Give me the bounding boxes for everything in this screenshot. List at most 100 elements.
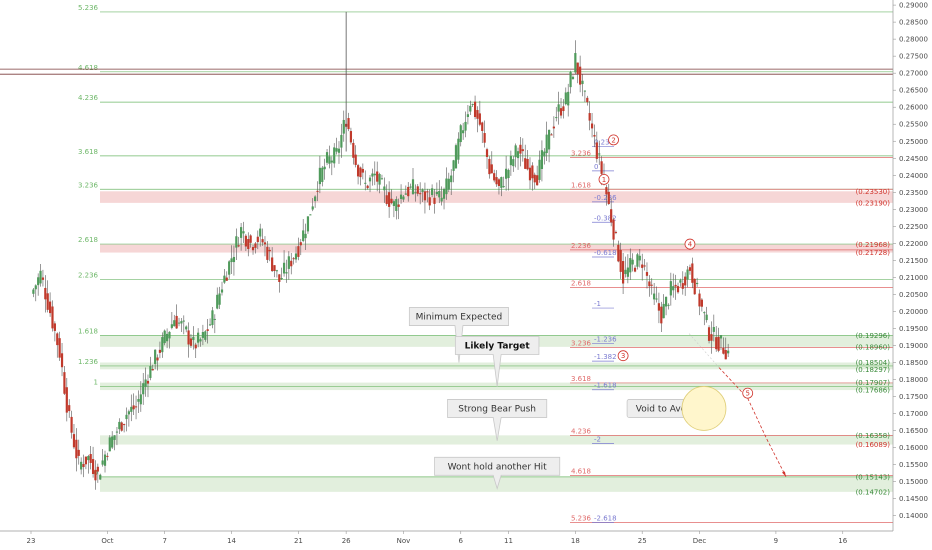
candle-body [151, 369, 154, 371]
candle-body [225, 277, 228, 281]
candle-body [719, 335, 723, 339]
candle-body [416, 186, 419, 194]
candle-body [115, 431, 119, 433]
candle-body [679, 280, 682, 283]
candle-body [180, 321, 183, 324]
candle-body [715, 337, 718, 350]
candle-body [46, 293, 49, 310]
candle-body [698, 293, 701, 307]
candle-body [139, 394, 142, 405]
y-tick-label: 0.28000 [899, 36, 928, 44]
fib-level-label-red: 3.236 [571, 150, 592, 158]
candle-body [473, 101, 477, 117]
fib-level-label: 5.236 [78, 4, 99, 12]
candle-body [278, 274, 281, 282]
candle-body [705, 314, 708, 321]
candle-body [688, 267, 692, 271]
candle-body [426, 191, 429, 193]
candle-body [686, 269, 689, 280]
candle-body [242, 231, 245, 234]
candle-body [156, 357, 159, 361]
candle-body [653, 293, 656, 300]
candle-body [302, 230, 305, 242]
candle-body [462, 130, 465, 134]
x-tick-label: 26 [342, 537, 351, 545]
price-tag: (0.15143) [856, 473, 891, 481]
candle-body [624, 269, 627, 275]
candle-body [249, 235, 252, 243]
wave-marker [742, 387, 754, 399]
candle-body [349, 131, 353, 143]
candle-body [626, 267, 629, 277]
fib-level-label-blue: -2.618 [594, 514, 617, 522]
candle-body [452, 160, 455, 171]
fib-level-label-red: 4.236 [571, 427, 592, 435]
candle-body [218, 293, 221, 305]
candle-body [664, 296, 668, 307]
y-tick-label: 0.27000 [899, 70, 928, 78]
void-note: Void to Avoid [626, 386, 727, 431]
candle-body [385, 195, 388, 204]
y-tick-label: 0.20500 [899, 291, 928, 299]
candle-body [354, 154, 357, 165]
candle-body [454, 145, 458, 169]
candle-body [259, 228, 262, 237]
candle-body [657, 303, 661, 311]
candle-body [512, 159, 515, 167]
candle-body [123, 424, 126, 426]
fib-level-label-blue: -1.382 [594, 353, 617, 361]
candle-body [316, 190, 319, 192]
x-tick-label: 7 [162, 537, 166, 545]
candle-body [612, 219, 615, 240]
candle-body [402, 196, 405, 200]
candle-body [502, 186, 505, 188]
x-tick-label: 9 [774, 537, 778, 545]
wave-marker [617, 350, 629, 362]
candle-body [311, 206, 314, 210]
fib-level-label-blue: -0.618 [594, 249, 617, 257]
candle-body [273, 265, 276, 271]
candle-body [41, 277, 45, 280]
candle-body [638, 255, 641, 261]
candle-body [275, 270, 279, 272]
candle-body [228, 261, 231, 275]
candle-body [490, 164, 493, 174]
fib-level-label-red: 2.236 [571, 242, 592, 250]
candle-body [194, 344, 197, 349]
candle-body [724, 350, 727, 360]
candle-body [674, 284, 677, 287]
candle-body [49, 301, 52, 314]
y-tick-label: 0.21500 [899, 257, 928, 265]
price-tag: (0.21968) [856, 241, 891, 249]
candle-body [667, 304, 670, 306]
candle-body [419, 193, 422, 195]
fib-level-label-blue: -0.382 [594, 214, 617, 222]
fib-level-label-blue: -1.618 [594, 382, 617, 390]
y-tick-label: 0.29000 [899, 2, 928, 10]
candle-body [373, 173, 376, 176]
candle-body [56, 333, 59, 346]
candle-body [710, 334, 713, 341]
candle-body [158, 349, 162, 353]
candle-body [588, 113, 591, 121]
candle-body [371, 173, 374, 177]
fib-level-label-blue: 0.236 [594, 139, 615, 147]
callout-text: Strong Bear Push [458, 404, 536, 414]
candle-body [211, 310, 214, 325]
y-tick-label: 0.16500 [899, 427, 928, 435]
candle-body [137, 399, 140, 402]
candle-body [576, 62, 579, 74]
price-tag: (0.16358) [856, 432, 891, 440]
candle-body [101, 460, 104, 465]
candle-body [208, 324, 212, 326]
candle-body [414, 192, 417, 194]
fib-level-label-red: 1.618 [571, 181, 591, 189]
candle-body [488, 158, 491, 175]
candle-body [450, 175, 453, 183]
wave-marker [684, 238, 696, 250]
candle-body [37, 277, 40, 286]
candle-body [607, 191, 610, 204]
candle-body [75, 439, 78, 459]
fib-level-label-red: 4.618 [571, 468, 591, 476]
